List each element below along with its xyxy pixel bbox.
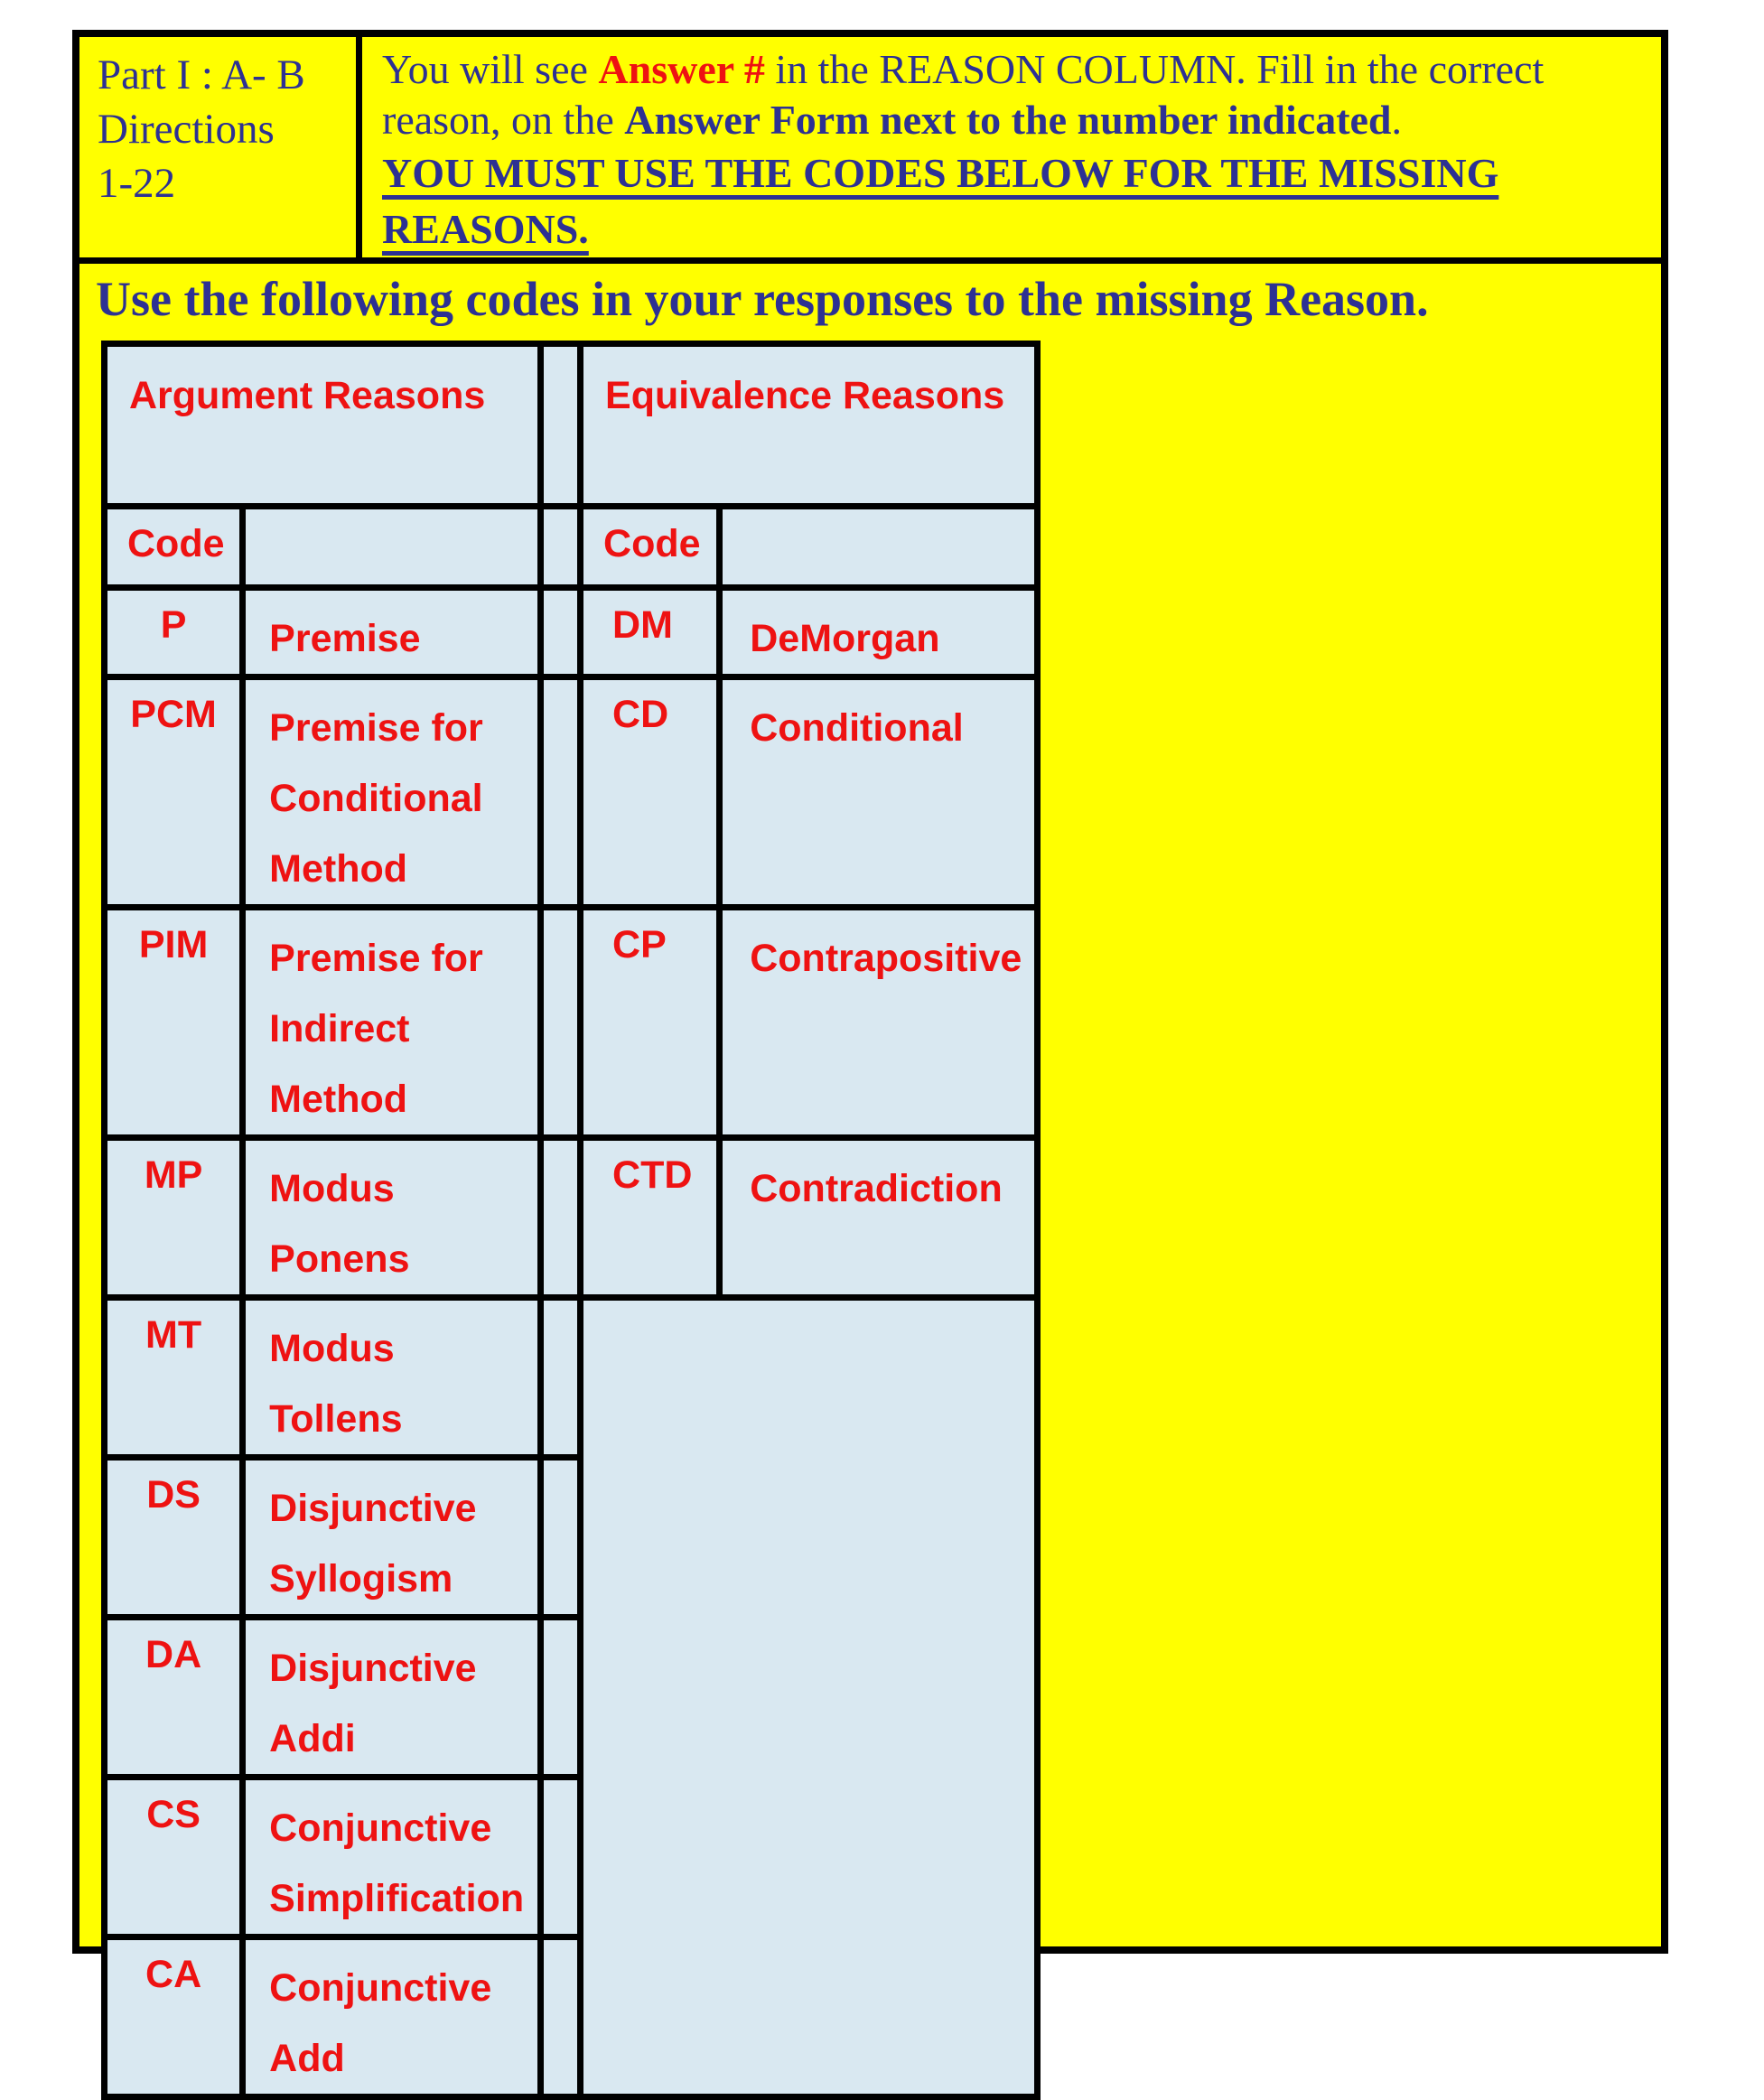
argument-reason-cell: Modus Ponens: [239, 1134, 544, 1301]
codes-table-wrap: Argument Reasons Equivalence Reasons Cod…: [79, 341, 1661, 2100]
divider-strip-cell: [537, 503, 584, 591]
divider-strip-cell: [537, 904, 584, 1141]
equivalence-code-cell: CTD: [577, 1134, 723, 1301]
argument-reason-cell: Conjunctive Simplification: [239, 1774, 544, 1940]
table-row: PCM Premise for Conditional Method CD Co…: [100, 674, 1041, 910]
header-row: Part I : A- B Directions 1-22 You will s…: [79, 37, 1661, 264]
argument-code-cell: DA: [100, 1614, 247, 1780]
argument-reason-cell: Disjunctive Addi: [239, 1614, 544, 1780]
page: { "colors": { "page_background": "#ffff0…: [72, 30, 1668, 2100]
argument-code-cell: PCM: [100, 674, 247, 910]
table-row: MT Modus Tollens: [100, 1294, 1041, 2100]
codes-intro-text: Use the following codes in your response…: [96, 272, 1429, 326]
argument-reason-cell: Disjunctive Syllogism: [239, 1454, 544, 1620]
answer-number-emphasis: Answer #: [598, 46, 765, 92]
argument-code-cell: MP: [100, 1134, 247, 1301]
divider-strip-cell: [537, 1774, 584, 1940]
equivalence-empty-cell: [577, 1294, 1041, 2100]
body-row: Use the following codes in your response…: [79, 264, 1661, 2100]
argument-code-cell: DS: [100, 1454, 247, 1620]
equivalence-code-cell: DM: [577, 584, 723, 680]
worksheet-panel: Part I : A- B Directions 1-22 You will s…: [72, 30, 1668, 2100]
argument-code-cell: CS: [100, 1774, 247, 1940]
directions-seg-1: You will see: [382, 46, 599, 92]
equivalence-reason-cell: Contradiction: [716, 1134, 1041, 1301]
equivalence-code-header-empty-cell: [716, 503, 1041, 591]
table-row: MP Modus Ponens CTD Contradiction: [100, 1134, 1041, 1301]
argument-reason-cell: Premise for Conditional Method: [239, 674, 544, 910]
argument-reason-cell: Modus Tollens: [239, 1294, 544, 1461]
equivalence-reason-cell: Conditional: [716, 674, 1041, 910]
table-row: DS Disjunctive Syllogism: [100, 1454, 1038, 1620]
answer-form-emphasis: Answer Form next to the number indicated: [624, 97, 1392, 143]
directions-text: You will see Answer # in the REASON COLU…: [362, 37, 1661, 257]
divider-strip-cell: [537, 674, 584, 910]
equivalence-code-cell: CP: [577, 904, 723, 1141]
table-row: CS Conjunctive Simplification: [100, 1774, 1038, 1940]
argument-code-cell: PIM: [100, 904, 247, 1141]
codes-table: Argument Reasons Equivalence Reasons Cod…: [100, 341, 1041, 2100]
argument-title-cell: Argument Reasons: [101, 341, 544, 509]
argument-code-cell: P: [100, 584, 247, 680]
argument-reason-cell: Premise: [239, 584, 544, 680]
argument-code-header-cell: Code: [100, 503, 247, 591]
divider-strip-cell: [537, 1614, 584, 1780]
equivalence-reason-cell: Contrapositive: [716, 904, 1041, 1141]
equivalence-code-header-cell: Code: [577, 503, 723, 591]
equivalence-code-cell: CD: [577, 674, 723, 910]
table-row: P Premise DM DeMorgan: [100, 584, 1041, 680]
directions-seg-2: in the REASON COLUMN. Fill in the correc…: [382, 46, 1545, 143]
code-header-row: Code Code: [100, 503, 1041, 591]
equivalence-reason-cell: DeMorgan: [716, 584, 1041, 680]
divider-strip-cell: [537, 1134, 584, 1301]
argument-reason-cell: Premise for Indirect Method: [239, 904, 544, 1141]
table-title-row: Argument Reasons Equivalence Reasons: [101, 341, 1041, 509]
table-row: DA Disjunctive Addi: [100, 1614, 1038, 1780]
divider-strip-cell: [537, 1294, 584, 1461]
equivalence-title-cell: Equivalence Reasons: [577, 341, 1041, 509]
argument-code-header-empty-cell: [239, 503, 544, 591]
argument-code-cell: MT: [100, 1294, 247, 1461]
divider-strip-cell: [537, 341, 584, 509]
argument-code-cell: CA: [100, 1934, 247, 2100]
part-label: Part I : A- B Directions 1-22: [79, 37, 362, 257]
divider-strip-cell: [537, 1934, 584, 2100]
argument-reason-cell: Conjunctive Add: [239, 1934, 544, 2100]
directions-seg-3: .: [1391, 97, 1403, 143]
table-row: PIM Premise for Indirect Method CP Contr…: [100, 904, 1041, 1141]
divider-strip-cell: [537, 1454, 584, 1620]
codes-warning-emphasis: YOU MUST USE THE CODES BELOW FOR THE MIS…: [382, 150, 1499, 252]
divider-strip-cell: [537, 584, 584, 680]
